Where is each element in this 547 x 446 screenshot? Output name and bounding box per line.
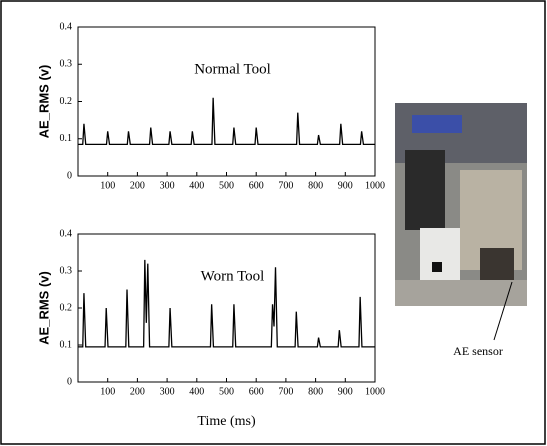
x-tick-label: 400: [189, 180, 204, 191]
x-tick-label: 200: [130, 386, 145, 397]
photo-chips: [395, 280, 527, 306]
pointer: [493, 281, 513, 341]
y-tick-label: 0.1: [60, 133, 73, 144]
x-tick-label: 900: [338, 386, 353, 397]
x-tick-label: 500: [219, 386, 234, 397]
x-tick-label: 100: [100, 386, 115, 397]
y-tick-label: 0: [67, 170, 72, 181]
x-tick-label: 100: [100, 180, 115, 191]
x-tick-label: 300: [160, 386, 175, 397]
x-tick-label: 200: [130, 180, 145, 191]
y-axis-label: AE_RMS (v): [36, 65, 51, 139]
x-tick-label: 600: [249, 180, 264, 191]
chart-title: Worn Tool: [201, 268, 265, 284]
x-tick-label: 400: [189, 386, 204, 397]
x-tick-label: 300: [160, 180, 175, 191]
x-tick-label: 1000: [365, 180, 385, 191]
x-tick-label: 600: [249, 386, 264, 397]
photo-blue: [412, 115, 462, 133]
photo-hole: [432, 262, 442, 272]
x-tick-label: 500: [219, 180, 234, 191]
y-tick-label: 0.4: [60, 21, 73, 32]
y-tick-label: 0.2: [60, 96, 73, 107]
y-tick-label: 0.2: [60, 302, 73, 313]
y-tick-label: 0.3: [60, 265, 73, 276]
data-line: [78, 259, 375, 348]
photo-part: [420, 228, 460, 288]
y-tick-label: 0: [67, 376, 72, 387]
y-tick-label: 0.4: [60, 228, 73, 239]
photo: [395, 103, 527, 306]
x-tick-label: 700: [278, 386, 293, 397]
x-tick-label: 700: [278, 180, 293, 191]
x-tick-label: 900: [338, 180, 353, 191]
data-line: [78, 97, 375, 145]
x-axis-label: Time (ms): [197, 414, 256, 429]
photo-tool: [405, 150, 445, 230]
photo-label: AE sensor: [453, 344, 503, 358]
y-tick-label: 0.1: [60, 339, 73, 350]
y-axis-label: AE_RMS (v): [36, 271, 51, 345]
x-tick-label: 800: [308, 180, 323, 191]
photo-sensor: [480, 248, 514, 284]
y-tick-label: 0.3: [60, 59, 73, 70]
chart-title: Normal Tool: [194, 61, 271, 77]
x-tick-label: 800: [308, 386, 323, 397]
x-tick-label: 1000: [365, 386, 385, 397]
